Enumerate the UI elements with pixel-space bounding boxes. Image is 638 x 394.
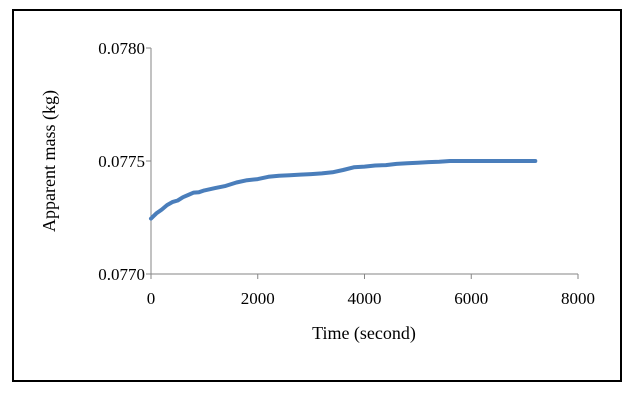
y-axis: 0.0770 0.0775 0.0780 xyxy=(98,39,151,284)
y-tick-label: 0.0775 xyxy=(98,152,145,171)
x-tick-label: 8000 xyxy=(561,289,595,308)
series-group xyxy=(151,161,535,219)
y-axis-title: Apparent mass (kg) xyxy=(39,90,60,232)
x-tick-label: 4000 xyxy=(348,289,382,308)
series-line xyxy=(151,161,535,219)
x-axis-title: Time (second) xyxy=(312,323,416,344)
x-tick-label: 6000 xyxy=(454,289,488,308)
y-tick-label: 0.0770 xyxy=(98,265,145,284)
x-tick-label: 0 xyxy=(147,289,156,308)
y-tick-label: 0.0780 xyxy=(98,39,145,58)
x-axis: 0 2000 4000 6000 8000 xyxy=(147,274,595,308)
x-tick-label: 2000 xyxy=(241,289,275,308)
